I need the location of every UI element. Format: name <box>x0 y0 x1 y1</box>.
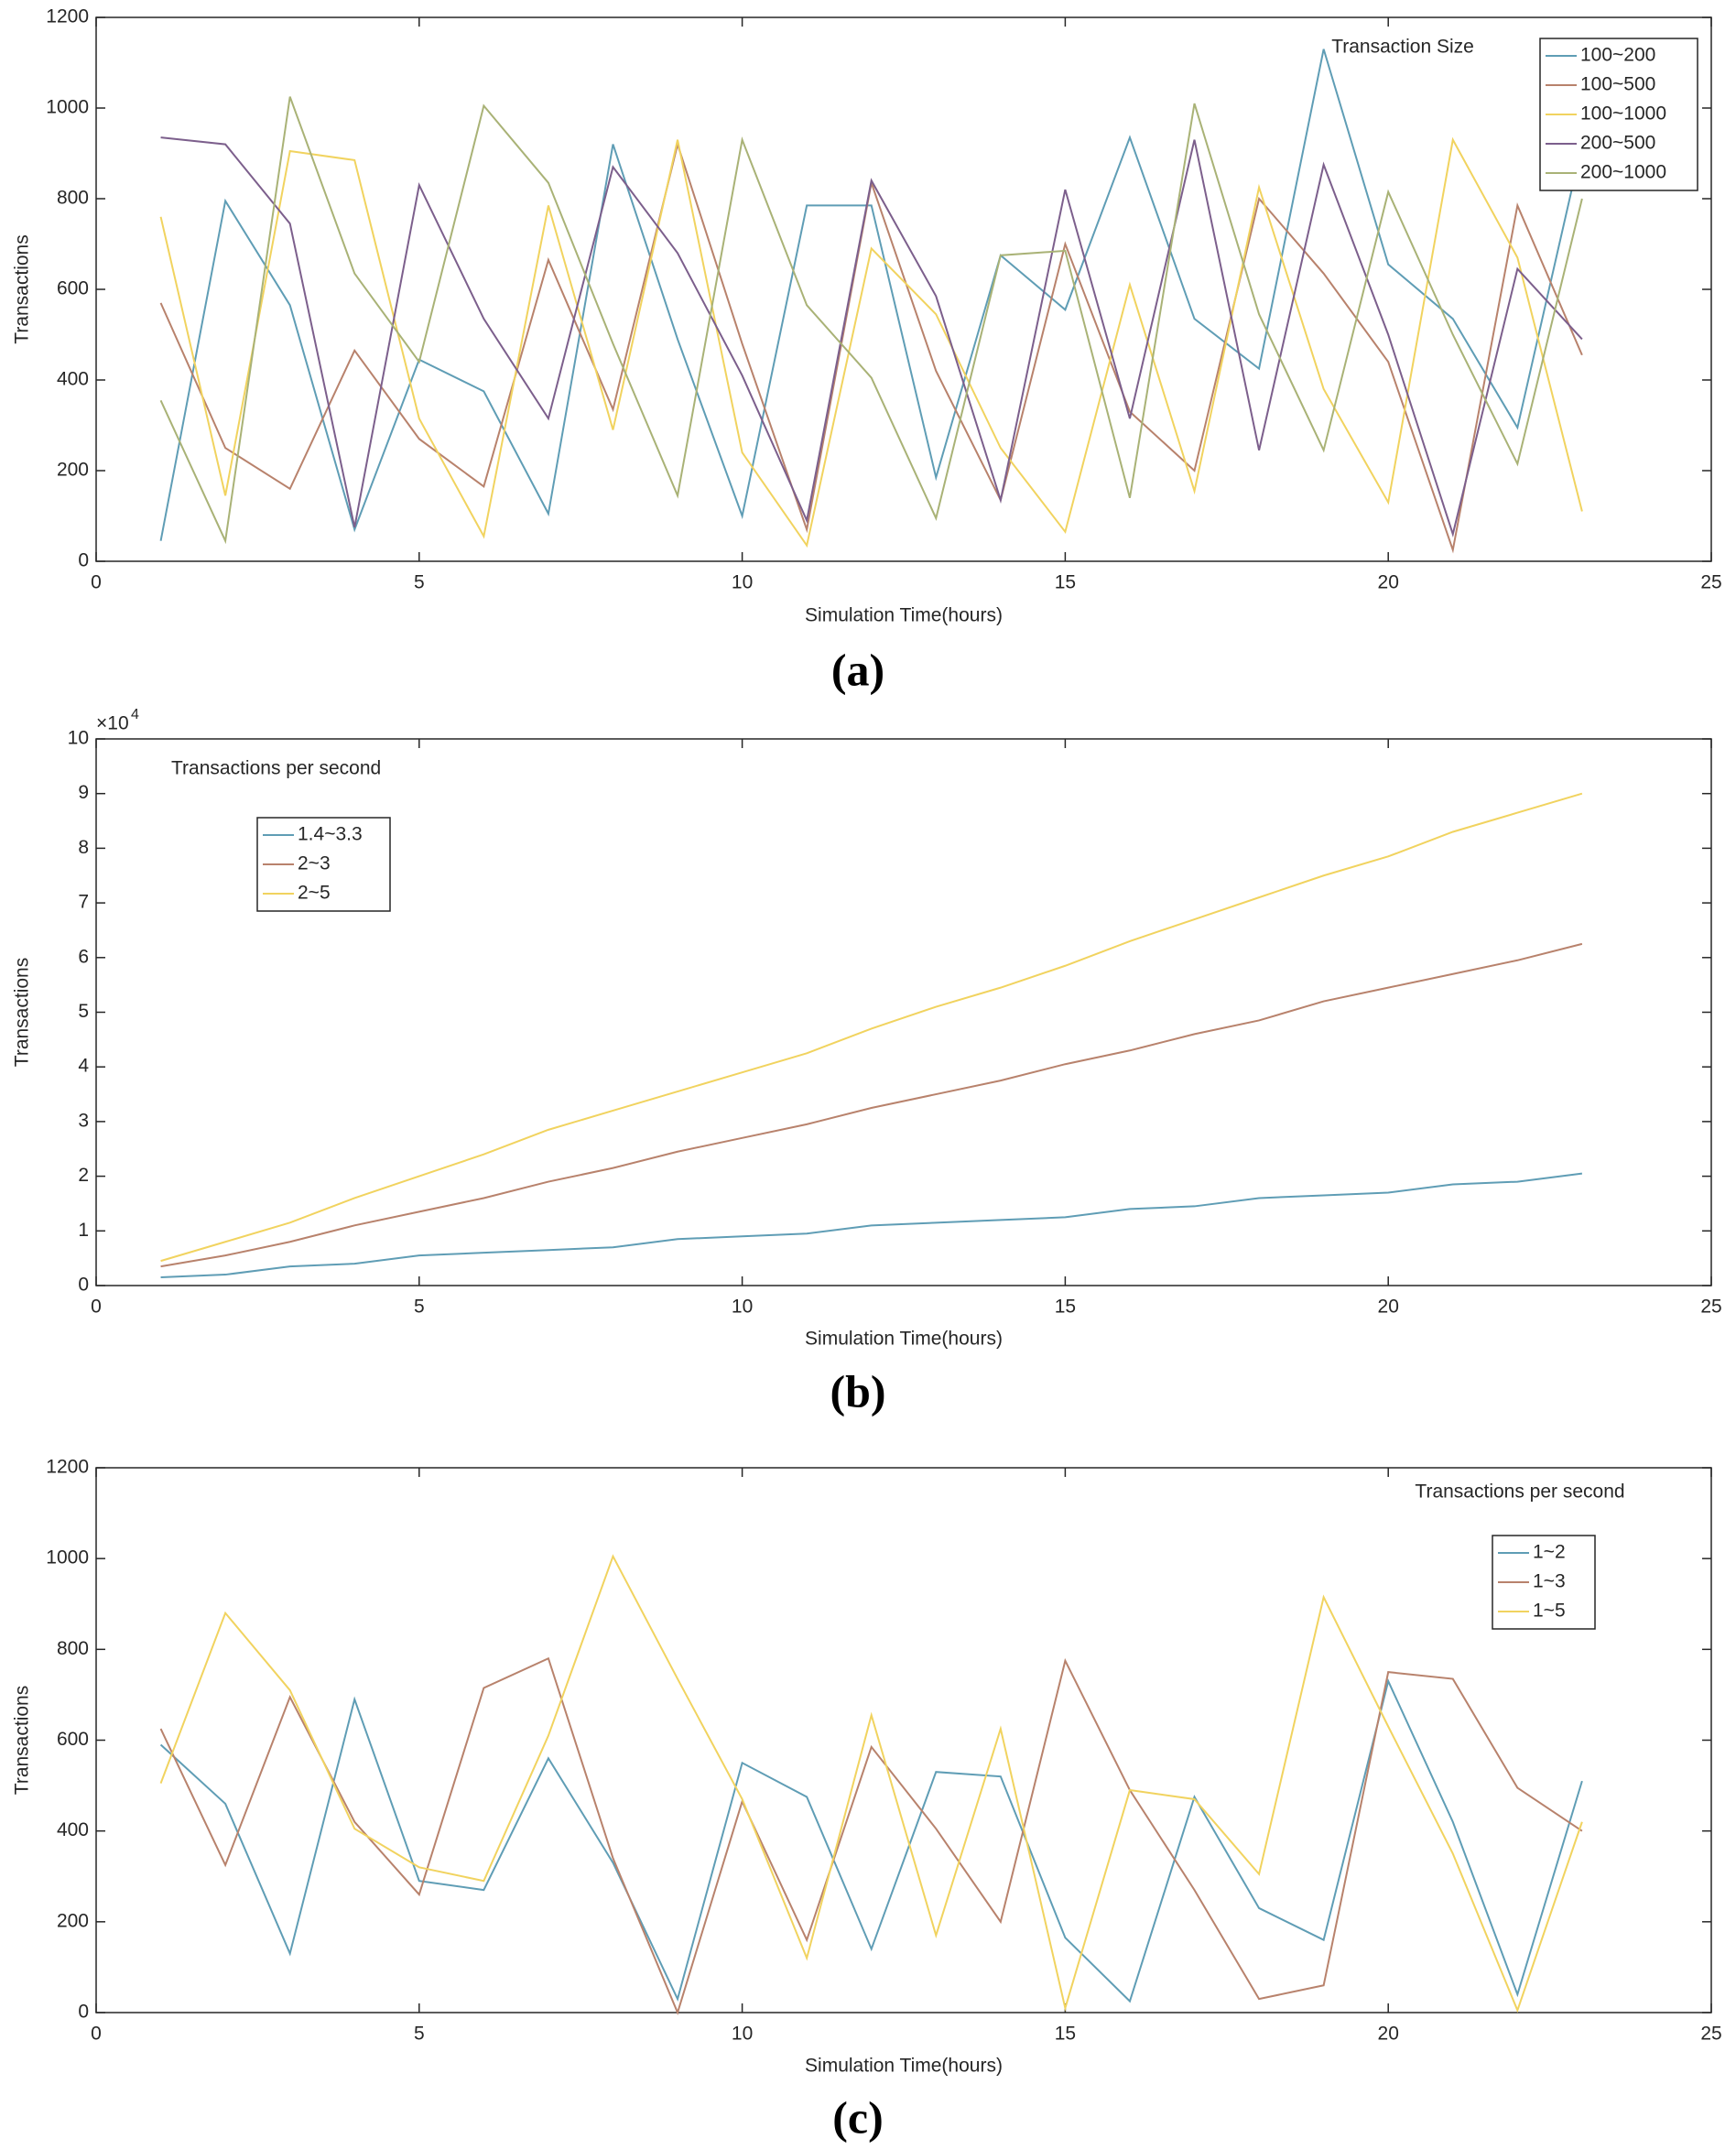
y-tick-label: 200 <box>57 1910 89 1931</box>
series-line <box>159 1554 1583 2013</box>
y-tick-label: 0 <box>78 550 89 571</box>
y-tick-label: 9 <box>78 782 89 803</box>
x-tick-label: 5 <box>414 1297 425 1318</box>
x-tick-label: 5 <box>414 572 425 593</box>
x-axis-label: Simulation Time(hours) <box>805 2056 1003 2077</box>
legend-label: 100~200 <box>1580 45 1655 66</box>
y-tick-label: 600 <box>57 1729 89 1750</box>
x-tick-label: 25 <box>1700 572 1721 593</box>
x-tick-label: 20 <box>1378 572 1399 593</box>
series-line <box>159 1656 1583 2015</box>
y-tick-label: 400 <box>57 1819 89 1840</box>
legend-title: Transaction Size <box>1331 37 1474 58</box>
chart-caption: (b) <box>830 1365 885 1416</box>
x-tick-label: 0 <box>91 2024 102 2045</box>
legend-label: 1.4~3.3 <box>298 824 363 845</box>
y-tick-label: 0 <box>78 1275 89 1296</box>
legend-label: 2~5 <box>298 883 331 904</box>
series-line <box>159 49 1583 541</box>
chart-caption: (c) <box>832 2091 884 2143</box>
legend-label: 200~500 <box>1580 133 1655 154</box>
y-tick-label: 10 <box>68 728 89 749</box>
y-axis-label: Transactions <box>12 1686 33 1795</box>
y-exponent: 4 <box>131 707 139 722</box>
y-tick-label: 6 <box>78 946 89 967</box>
x-tick-label: 10 <box>732 1297 753 1318</box>
series-line <box>160 792 1583 1263</box>
x-tick-label: 25 <box>1700 1297 1721 1318</box>
legend-label: 100~1000 <box>1580 103 1666 125</box>
x-tick-label: 20 <box>1378 1297 1399 1318</box>
plot-frame <box>95 16 1712 562</box>
series-line <box>160 1172 1583 1279</box>
y-tick-label: 4 <box>78 1056 89 1077</box>
y-tick-label: 1200 <box>46 1457 89 1478</box>
y-tick-label: 1000 <box>46 1547 89 1568</box>
legend-label: 100~500 <box>1580 74 1655 95</box>
y-tick-label: 800 <box>57 1638 89 1659</box>
y-axis-label: Transactions <box>12 234 33 343</box>
legend-label: 2~3 <box>298 853 331 874</box>
y-tick-label: 0 <box>78 2002 89 2023</box>
x-tick-label: 0 <box>91 1297 102 1318</box>
y-tick-label: 1000 <box>46 97 89 118</box>
y-axis-label: Transactions <box>12 958 33 1067</box>
x-tick-label: 15 <box>1055 1297 1076 1318</box>
series-line <box>160 942 1583 1268</box>
y-tick-label: 7 <box>78 892 89 913</box>
x-tick-label: 0 <box>91 572 102 593</box>
x-tick-label: 5 <box>414 2024 425 2045</box>
x-tick-label: 15 <box>1055 2024 1076 2045</box>
plot-frame <box>95 1467 1712 2013</box>
x-tick-label: 15 <box>1055 572 1076 593</box>
x-tick-label: 10 <box>732 572 753 593</box>
y-tick-label: 800 <box>57 188 89 209</box>
y-tick-label: 3 <box>78 1110 89 1131</box>
series-line <box>160 136 1583 537</box>
y-tick-label: 5 <box>78 1001 89 1022</box>
legend-label: 1~3 <box>1533 1571 1566 1592</box>
legend-label: 1~5 <box>1533 1601 1566 1622</box>
y-tick-label: 400 <box>57 369 89 390</box>
legend-label: 200~1000 <box>1580 162 1666 183</box>
y-tick-label: 200 <box>57 460 89 481</box>
series-line <box>159 96 1583 545</box>
y-tick-label: 8 <box>78 837 89 858</box>
series-line <box>159 1678 1583 2003</box>
x-axis-label: Simulation Time(hours) <box>805 1329 1003 1350</box>
y-tick-label: 1 <box>78 1220 89 1241</box>
legend-title: Transactions per second <box>171 758 381 779</box>
x-axis-label: Simulation Time(hours) <box>805 605 1003 626</box>
y-tick-label: 600 <box>57 278 89 299</box>
y-multiplier: ×10 <box>96 713 129 734</box>
x-tick-label: 20 <box>1378 2024 1399 2045</box>
legend-title: Transactions per second <box>1415 1482 1624 1503</box>
y-tick-label: 2 <box>78 1165 89 1186</box>
legend-label: 1~2 <box>1533 1542 1566 1563</box>
y-tick-label: 1200 <box>46 6 89 27</box>
x-tick-label: 10 <box>732 2024 753 2045</box>
chart-caption: (a) <box>831 644 884 695</box>
x-tick-label: 25 <box>1700 2024 1721 2045</box>
